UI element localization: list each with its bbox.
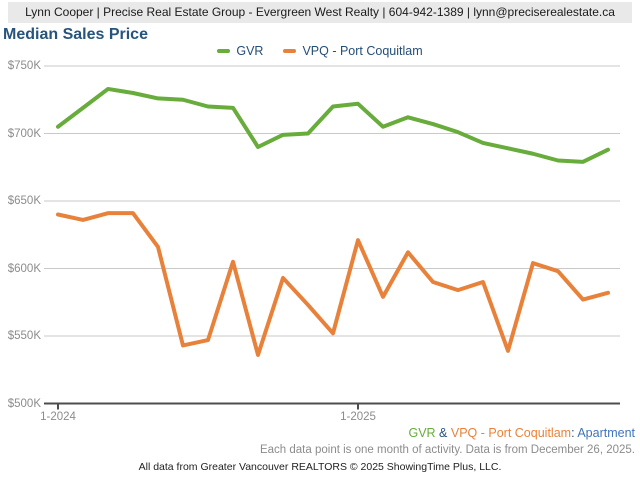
agent-info-text: Lynn Cooper | Precise Real Estate Group … bbox=[25, 5, 615, 19]
summary-gvr: GVR bbox=[408, 426, 436, 440]
summary-ampersand: & bbox=[435, 426, 451, 440]
x-axis-label: 1-2025 bbox=[340, 410, 376, 423]
series-summary: GVR & VPQ - Port Coquitlam: Apartment bbox=[408, 426, 635, 440]
summary-property-type: Apartment bbox=[577, 426, 635, 440]
y-axis-label: $650K bbox=[7, 195, 41, 207]
y-axis-label: $600K bbox=[7, 262, 41, 275]
data-note: Each data point is one month of activity… bbox=[259, 444, 635, 456]
gvr-series-swatch-icon bbox=[217, 49, 231, 53]
legend-item-vpq[interactable]: VPQ - Port Coquitlam bbox=[283, 44, 423, 58]
chart-legend: GVR VPQ - Port Coquitlam bbox=[0, 44, 640, 58]
chart-canvas bbox=[44, 65, 620, 410]
agent-info-bar: Lynn Cooper | Precise Real Estate Group … bbox=[8, 2, 632, 23]
vpq-series-swatch-icon bbox=[283, 49, 297, 53]
summary-colon: : bbox=[571, 426, 578, 440]
summary-vpq: VPQ - Port Coquitlam bbox=[450, 426, 572, 440]
y-axis-label: $500K bbox=[7, 397, 41, 410]
gvr-legend-label: GVR bbox=[236, 44, 264, 58]
legend-item-gvr[interactable]: GVR bbox=[217, 44, 263, 58]
y-axis-label: $750K bbox=[7, 60, 41, 72]
chart-title: Median Sales Price bbox=[3, 26, 148, 43]
gvr-series-line bbox=[56, 86, 610, 164]
vpq-legend-label: VPQ - Port Coquitlam bbox=[302, 44, 423, 58]
x-axis-label: 1-2024 bbox=[40, 410, 76, 423]
attribution-text: All data from Greater Vancouver REALTORS… bbox=[138, 461, 502, 473]
y-axis-label: $700K bbox=[7, 127, 41, 140]
vpq-series-line bbox=[56, 211, 610, 357]
y-axis-label: $550K bbox=[7, 330, 41, 342]
